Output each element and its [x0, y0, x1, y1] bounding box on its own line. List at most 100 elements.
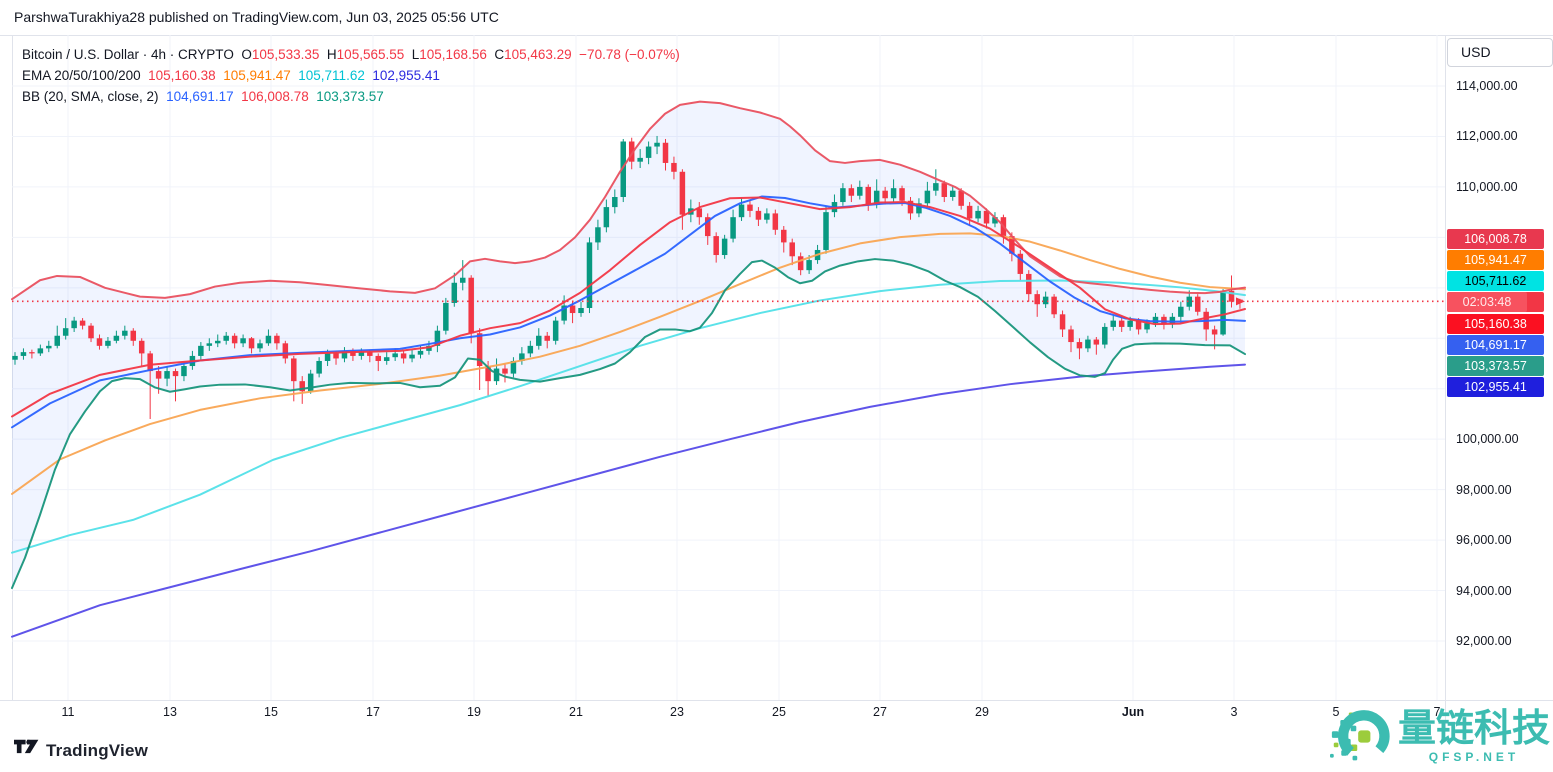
- candle-body: [704, 217, 711, 237]
- candle-body: [662, 142, 669, 163]
- candle-body: [941, 183, 948, 197]
- candle-body: [443, 302, 449, 331]
- published-header: ParshwaTurakhiya28 published on TradingV…: [14, 9, 499, 25]
- candle-body: [628, 141, 635, 162]
- candle-body: [324, 353, 331, 361]
- candle-body: [1127, 320, 1133, 327]
- candle-body: [122, 330, 128, 336]
- candle-body: [181, 366, 187, 377]
- time-label: 15: [264, 705, 278, 719]
- watermark: 量链科技 QFSP.NET: [1330, 702, 1550, 770]
- time-label: 29: [975, 705, 989, 719]
- candle-body: [1102, 326, 1108, 345]
- candle-body: [730, 217, 736, 239]
- candle-body: [341, 350, 348, 359]
- candle-body: [933, 183, 939, 191]
- candle-body: [671, 162, 677, 172]
- candle-body: [231, 335, 238, 344]
- candle-body: [12, 355, 18, 360]
- candle-body: [375, 355, 382, 361]
- legend-value: −70.78 (−0.07%): [579, 47, 680, 62]
- candle-body: [164, 371, 170, 379]
- candle-body: [764, 213, 770, 220]
- price-label: 96,000.00: [1456, 533, 1512, 548]
- candle-body: [1178, 306, 1184, 317]
- legend[interactable]: Bitcoin / U.S. Dollar · 4h · CRYPTO O105…: [22, 44, 680, 107]
- candle-body: [172, 371, 179, 377]
- candle-body: [54, 335, 60, 346]
- time-label: 25: [772, 705, 786, 719]
- candle-body: [696, 208, 703, 218]
- currency-usd-button[interactable]: USD: [1447, 38, 1553, 67]
- legend-symbol-row[interactable]: Bitcoin / U.S. Dollar · 4h · CRYPTO O105…: [22, 44, 680, 65]
- candle-body: [29, 352, 35, 354]
- candle-body: [451, 282, 458, 303]
- candle-body: [71, 320, 77, 329]
- ema200-line: [11, 363, 1246, 638]
- candle-body: [958, 190, 964, 206]
- tradingview-wordmark: TradingView: [46, 740, 149, 760]
- legend-value: C: [494, 47, 505, 62]
- candle-body: [434, 330, 441, 346]
- price-scale-divider[interactable]: [1445, 35, 1446, 728]
- candle-body: [1110, 320, 1116, 327]
- candle-body: [544, 335, 550, 341]
- candle-body: [1068, 329, 1074, 343]
- candle-body: [1186, 296, 1193, 307]
- candle-body: [1009, 236, 1015, 254]
- candle-body: [1152, 316, 1159, 324]
- candle-body: [738, 204, 745, 218]
- candle-body: [561, 305, 567, 321]
- time-label: 23: [670, 705, 684, 719]
- price-label: 98,000.00: [1456, 482, 1512, 497]
- candle-body: [459, 277, 466, 283]
- header-divider: [0, 35, 1553, 36]
- price-label: 114,000.00: [1456, 79, 1518, 93]
- legend-bb-row[interactable]: BB (20, SMA, close, 2) 104,691.17 106,00…: [22, 86, 680, 107]
- candle-body: [882, 190, 888, 199]
- candle-body: [1211, 329, 1218, 335]
- candle-body: [265, 335, 272, 344]
- candle-body: [755, 210, 762, 220]
- candle-body: [468, 277, 474, 334]
- time-label: 19: [467, 705, 481, 719]
- candle-body: [215, 340, 221, 344]
- candle-body: [198, 345, 204, 356]
- candle-body: [493, 368, 500, 382]
- ema50-line: [11, 232, 1246, 495]
- legend-value: H: [326, 47, 337, 62]
- candle-body: [257, 343, 263, 349]
- candle-body: [1059, 314, 1066, 330]
- candle-body: [806, 260, 812, 271]
- time-label: 5: [1332, 705, 1340, 719]
- candle-body: [79, 320, 86, 326]
- candle-body: [772, 213, 779, 230]
- bb-basis-badge: 104,691.17: [1447, 334, 1544, 355]
- legend-value: BB (20, SMA, close, 2): [22, 89, 167, 104]
- candle-body: [857, 186, 863, 196]
- candle-body: [485, 366, 491, 382]
- candle-body: [96, 338, 103, 346]
- candle-body: [1085, 339, 1091, 349]
- countdown-badge: 02:03:48: [1447, 292, 1527, 312]
- candle-body: [316, 360, 322, 374]
- legend-value: O: [241, 47, 252, 62]
- legend-value: Bitcoin / U.S. Dollar · 4h · CRYPTO: [22, 47, 242, 62]
- candle-body: [789, 242, 795, 257]
- candle-body: [890, 188, 897, 199]
- candle-body: [645, 146, 652, 158]
- candle-body: [747, 204, 753, 211]
- candle-body: [873, 190, 880, 205]
- tradingview-attribution[interactable]: TradingView: [14, 739, 148, 762]
- candle-body: [155, 371, 162, 379]
- candle-body: [797, 256, 804, 271]
- candle-body: [1051, 296, 1057, 315]
- candle-body: [88, 325, 94, 339]
- time-axis-divider[interactable]: [0, 700, 1553, 701]
- candle-body: [299, 381, 305, 392]
- legend-ema-row[interactable]: EMA 20/50/100/200 105,160.38 105,941.47 …: [22, 65, 680, 86]
- candle-body: [916, 203, 922, 214]
- candle-body: [586, 242, 593, 308]
- time-label: 27: [873, 705, 887, 719]
